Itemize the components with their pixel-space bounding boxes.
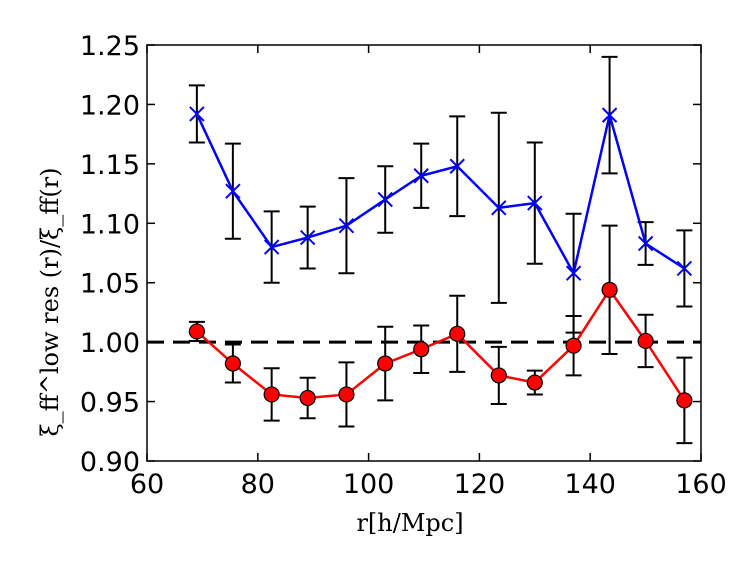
x-tick-label: 140 bbox=[564, 469, 616, 500]
series-1-point bbox=[637, 235, 654, 252]
series-2-point bbox=[676, 392, 693, 409]
x-tick-label: 120 bbox=[454, 469, 506, 500]
x-tick-label: 100 bbox=[343, 469, 395, 500]
plot-clipped-group bbox=[147, 55, 701, 445]
series-2-point bbox=[449, 325, 466, 342]
series-1-point bbox=[225, 183, 241, 199]
series-2-point bbox=[224, 355, 241, 372]
series-2-point bbox=[377, 355, 394, 372]
y-tick-label: 1.20 bbox=[80, 90, 140, 121]
series-2-point bbox=[299, 389, 316, 407]
series-2-point bbox=[637, 332, 654, 350]
series-2-point bbox=[338, 386, 355, 403]
series-1-point bbox=[338, 217, 355, 234]
series-1-point bbox=[189, 106, 205, 122]
series-1-point bbox=[565, 265, 582, 281]
x-tick-label: 80 bbox=[241, 469, 275, 500]
axes: 60 80 100 120 140 160 0.90 0.95 1.00 1.05 1.10 1.15… bbox=[80, 31, 727, 500]
series-1-point bbox=[527, 195, 543, 211]
series-2-line bbox=[196, 287, 686, 402]
plot-frame bbox=[146, 44, 702, 462]
series-1-line bbox=[195, 113, 686, 277]
series-1-point bbox=[601, 107, 618, 123]
y-tick-label: 1.10 bbox=[80, 209, 140, 240]
series-2-point bbox=[188, 323, 205, 340]
y-tick-label: 0.95 bbox=[80, 388, 140, 419]
series-1-point bbox=[377, 191, 393, 208]
x-tick-label: 160 bbox=[675, 469, 727, 500]
y-tick-label: 1.15 bbox=[80, 150, 140, 181]
series-2-point bbox=[526, 374, 543, 391]
series-1-point bbox=[449, 158, 465, 174]
series-2-point bbox=[263, 386, 280, 403]
series-1-point bbox=[491, 200, 507, 216]
series-1 bbox=[188, 55, 693, 334]
y-axis-label: ξ_ff^low res (r)/ξ_ff(r) bbox=[36, 167, 64, 436]
series-1-point bbox=[299, 229, 316, 246]
y-tick-label: 0.90 bbox=[80, 447, 140, 478]
series-2-point bbox=[490, 367, 507, 384]
series-2-point bbox=[565, 337, 582, 354]
y-tick-label: 1.25 bbox=[80, 31, 140, 62]
series-1-point bbox=[676, 260, 693, 277]
y-tick-label: 1.00 bbox=[80, 328, 140, 359]
x-tick-label: 60 bbox=[130, 469, 164, 500]
y-tick-label: 1.05 bbox=[80, 269, 140, 300]
series-1-point bbox=[413, 168, 429, 184]
series-1-point bbox=[263, 239, 280, 255]
plot-area bbox=[147, 55, 701, 445]
series-2-point bbox=[601, 281, 618, 298]
series-2-point bbox=[413, 341, 430, 358]
series-2 bbox=[188, 224, 693, 445]
x-axis-label: r[h/Mpc] bbox=[356, 509, 463, 537]
